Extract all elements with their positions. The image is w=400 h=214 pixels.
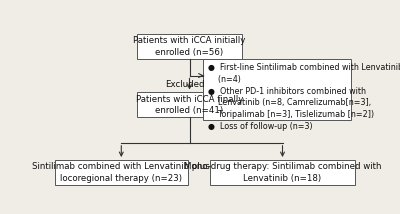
FancyBboxPatch shape	[210, 160, 355, 185]
Text: Patients with iCCA initially
enrolled (n=56): Patients with iCCA initially enrolled (n…	[133, 36, 246, 56]
Text: Excluded: Excluded	[165, 80, 204, 89]
Text: Mono-drug therapy: Sintilimab combined with
Lenvatinib (n=18): Mono-drug therapy: Sintilimab combined w…	[184, 162, 381, 183]
Text: ●  First-line Sintilimab combined with Lenvatinib
    (n=4)
●  Other PD-1 inhibi: ● First-line Sintilimab combined with Le…	[208, 63, 400, 131]
Text: Patients with iCCA finally
enrolled (n=41): Patients with iCCA finally enrolled (n=4…	[136, 95, 243, 115]
FancyBboxPatch shape	[204, 59, 351, 120]
FancyBboxPatch shape	[137, 92, 242, 117]
FancyBboxPatch shape	[137, 34, 242, 59]
FancyBboxPatch shape	[55, 160, 188, 185]
Text: Sintilimab combined with Lenvatinib plus
locoregional therapy (n=23): Sintilimab combined with Lenvatinib plus…	[32, 162, 210, 183]
